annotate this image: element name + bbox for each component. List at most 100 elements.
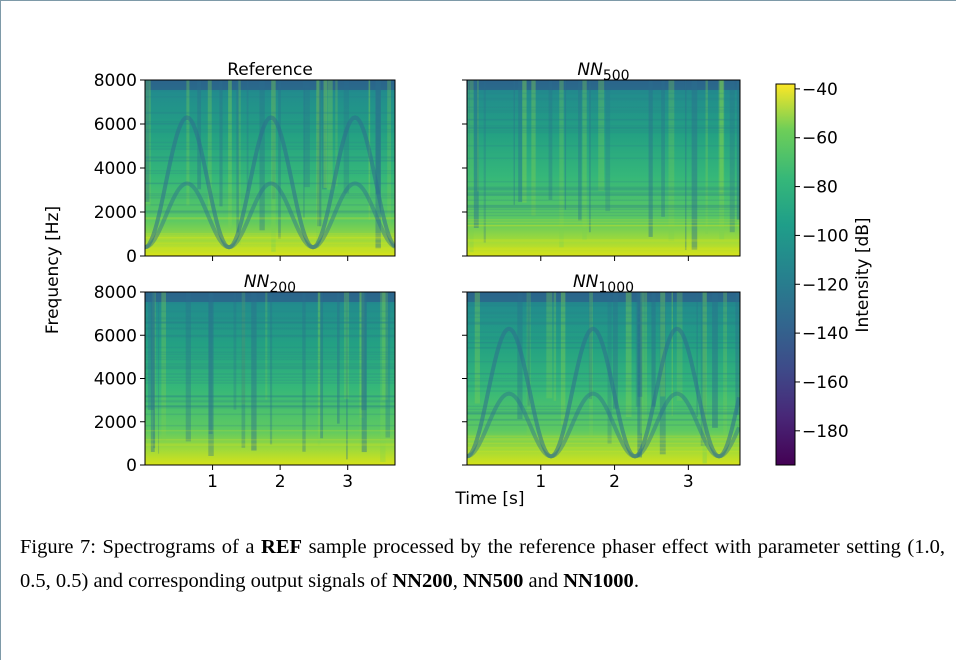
x-tick-label: 1 bbox=[207, 472, 218, 492]
texture bbox=[145, 318, 395, 320]
texture bbox=[531, 80, 536, 216]
colorbar-tick-label: −180 bbox=[802, 422, 849, 442]
texture bbox=[467, 211, 740, 214]
texture bbox=[467, 106, 740, 109]
texture bbox=[467, 192, 740, 195]
y-tick-label: 4000 bbox=[94, 159, 137, 179]
texture bbox=[522, 80, 527, 203]
spectrogram-base bbox=[467, 80, 740, 256]
x-tick-label: 2 bbox=[275, 472, 286, 492]
texture bbox=[467, 247, 740, 249]
caption-text: sample processed by the reference phaser… bbox=[20, 536, 945, 592]
texture bbox=[467, 248, 740, 251]
texture bbox=[145, 444, 395, 447]
texture bbox=[723, 292, 728, 439]
texture bbox=[327, 80, 333, 190]
texture bbox=[660, 292, 666, 397]
texture bbox=[236, 80, 240, 233]
texture bbox=[317, 80, 322, 227]
texture bbox=[668, 80, 675, 242]
texture bbox=[145, 128, 395, 131]
texture bbox=[316, 80, 320, 248]
title-base: NN bbox=[573, 272, 599, 292]
texture bbox=[145, 197, 395, 199]
texture bbox=[548, 80, 553, 200]
texture bbox=[145, 363, 395, 365]
texture bbox=[382, 292, 388, 400]
texture bbox=[588, 80, 591, 233]
texture bbox=[278, 80, 281, 239]
texture bbox=[564, 80, 567, 210]
texture bbox=[145, 210, 395, 212]
texture bbox=[145, 111, 395, 114]
phaser-notch bbox=[467, 326, 740, 459]
texture bbox=[467, 390, 740, 392]
texture bbox=[467, 186, 740, 188]
texture bbox=[208, 292, 214, 457]
texture bbox=[385, 292, 391, 438]
texture bbox=[145, 334, 395, 337]
texture bbox=[145, 148, 395, 150]
texture bbox=[145, 236, 395, 238]
texture bbox=[469, 80, 474, 253]
caption-bold: NN500 bbox=[462, 570, 524, 592]
texture bbox=[145, 321, 395, 324]
spectrogram bbox=[467, 292, 740, 465]
texture bbox=[661, 80, 665, 217]
texture bbox=[676, 292, 683, 401]
texture bbox=[474, 292, 480, 404]
texture bbox=[145, 405, 395, 407]
texture bbox=[145, 353, 395, 356]
texture bbox=[359, 292, 362, 446]
texture bbox=[145, 321, 395, 324]
texture bbox=[145, 358, 395, 361]
texture bbox=[467, 336, 740, 338]
texture bbox=[269, 292, 273, 445]
spectrogram bbox=[467, 80, 740, 256]
texture bbox=[145, 160, 395, 162]
texture bbox=[186, 80, 190, 206]
texture bbox=[337, 292, 340, 424]
texture bbox=[467, 221, 740, 223]
texture bbox=[467, 424, 740, 426]
texture bbox=[375, 80, 381, 249]
texture bbox=[644, 292, 648, 440]
texture bbox=[589, 292, 594, 442]
texture bbox=[145, 218, 395, 220]
x-axis-label: Time [s] bbox=[454, 489, 524, 509]
texture bbox=[526, 292, 531, 436]
texture bbox=[145, 405, 395, 408]
texture bbox=[233, 292, 237, 410]
texture bbox=[735, 292, 739, 415]
phaser-notch bbox=[145, 181, 395, 250]
texture bbox=[467, 405, 740, 408]
texture bbox=[145, 396, 395, 398]
texture bbox=[467, 322, 740, 325]
title-sub: 1000 bbox=[598, 280, 634, 296]
texture bbox=[145, 365, 395, 367]
caption-bold: NN1000 bbox=[563, 570, 634, 592]
texture bbox=[598, 80, 605, 191]
texture bbox=[150, 292, 155, 452]
texture bbox=[238, 80, 241, 245]
texture bbox=[467, 311, 740, 314]
colorbar-tick-label: −40 bbox=[802, 80, 838, 100]
texture bbox=[145, 335, 395, 337]
caption-text: and bbox=[523, 570, 564, 592]
texture bbox=[323, 80, 328, 188]
texture bbox=[145, 399, 395, 402]
texture bbox=[467, 144, 740, 147]
texture bbox=[145, 336, 395, 338]
texture bbox=[553, 292, 557, 401]
spectrogram-base bbox=[145, 80, 395, 256]
texture bbox=[152, 292, 156, 435]
texture bbox=[467, 373, 740, 375]
texture bbox=[145, 123, 395, 125]
y-tick-label: 0 bbox=[126, 247, 137, 267]
texture bbox=[546, 292, 553, 399]
y-tick-label: 2000 bbox=[94, 413, 137, 433]
colorbar-tick-label: −80 bbox=[802, 178, 838, 198]
texture bbox=[271, 80, 276, 252]
texture bbox=[145, 376, 395, 379]
texture bbox=[467, 239, 740, 241]
